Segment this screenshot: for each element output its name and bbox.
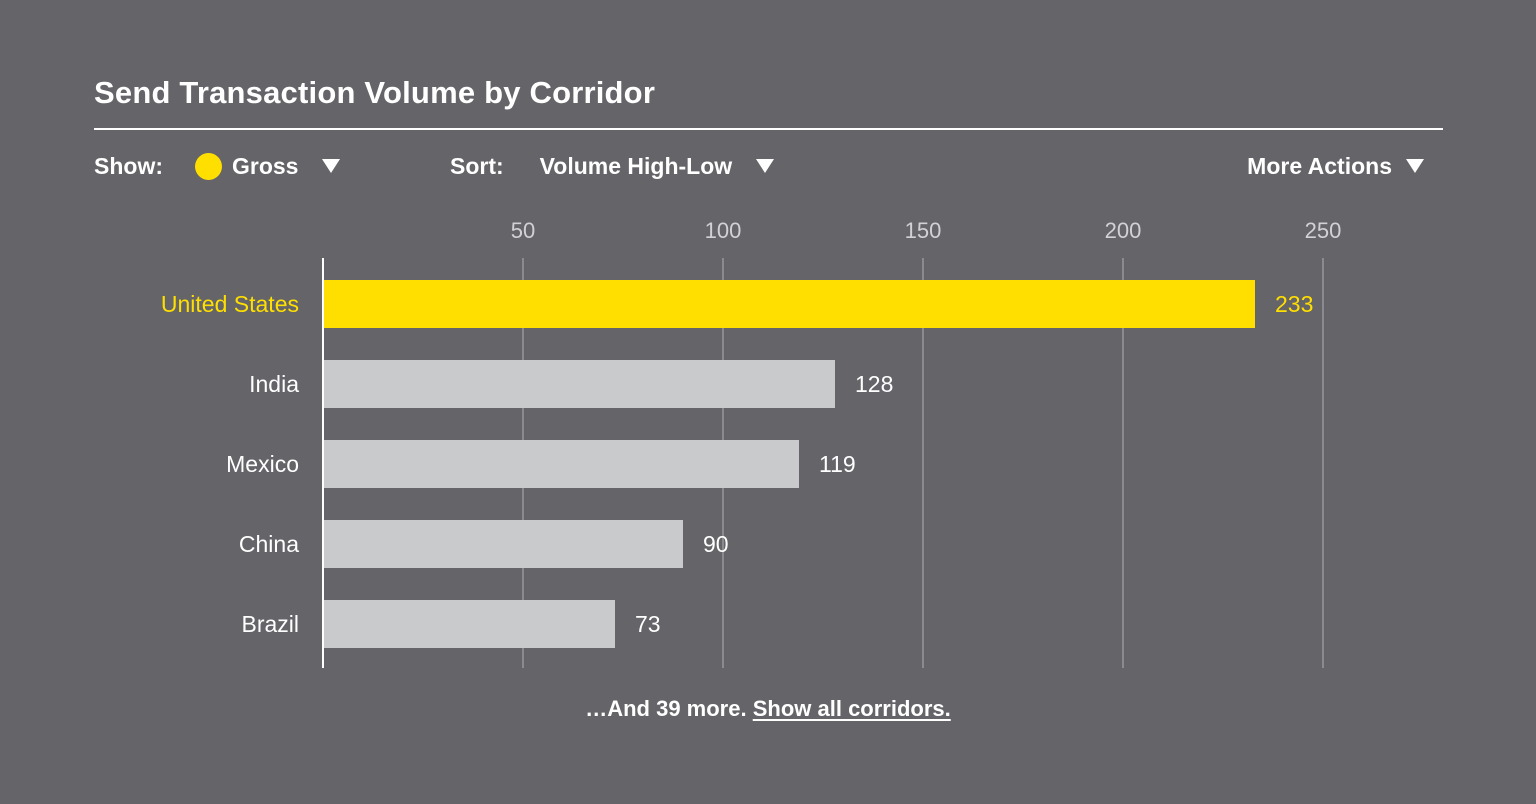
chevron-down-icon — [1406, 159, 1424, 173]
show-label: Show: — [94, 152, 163, 179]
category-label: China — [239, 531, 299, 557]
bar-mexico[interactable] — [323, 440, 799, 488]
sort-dropdown[interactable]: Volume High-Low — [540, 153, 775, 180]
more-actions-button[interactable]: More Actions — [1247, 153, 1424, 180]
data-label: 73 — [635, 611, 661, 637]
data-label: 90 — [703, 531, 729, 557]
bar-brazil[interactable] — [323, 600, 615, 648]
controls-bar: Show: Gross Sort: Volume High-Low More A… — [94, 150, 1424, 182]
tick-label: 50 — [511, 218, 535, 243]
data-label: 233 — [1275, 291, 1313, 317]
tick-label: 100 — [705, 218, 742, 243]
chevron-down-icon — [322, 159, 341, 173]
sort-value: Volume High-Low — [539, 152, 733, 179]
data-label: 128 — [855, 371, 893, 397]
bar-china[interactable] — [323, 520, 683, 568]
title-divider — [94, 128, 1443, 130]
tick-label: 200 — [1105, 218, 1142, 243]
category-label: Mexico — [226, 451, 299, 477]
bar-chart: 50 100 150 200 250 United States 233 India 128 Me… — [161, 218, 1342, 668]
chart-title: Send Transaction Volume by Corridor — [94, 75, 656, 110]
more-count-text: …And 39 more. — [585, 696, 747, 721]
show-all-corridors-link[interactable]: Show all corridors. — [752, 696, 951, 721]
more-actions-control: More Actions — [1247, 150, 1424, 182]
sort-label: Sort: — [450, 152, 504, 179]
category-label: Brazil — [241, 611, 299, 637]
category-label: United States — [161, 291, 299, 317]
more-actions-label: More Actions — [1247, 152, 1392, 179]
category-label: India — [249, 371, 299, 397]
chevron-down-icon — [756, 159, 775, 173]
bar-united-states[interactable] — [323, 280, 1255, 328]
sort-control: Sort: Volume High-Low — [450, 150, 775, 182]
bar-india[interactable] — [323, 360, 835, 408]
show-control: Show: Gross — [94, 150, 341, 182]
show-dropdown[interactable]: Gross — [195, 152, 341, 180]
show-value: Gross — [232, 152, 299, 179]
chart-footer: …And 39 more. Show all corridors. — [0, 696, 1536, 722]
tick-label: 150 — [905, 218, 942, 243]
tick-label: 250 — [1305, 218, 1342, 243]
yellow-dot-icon — [195, 152, 222, 180]
data-label: 119 — [819, 451, 856, 477]
